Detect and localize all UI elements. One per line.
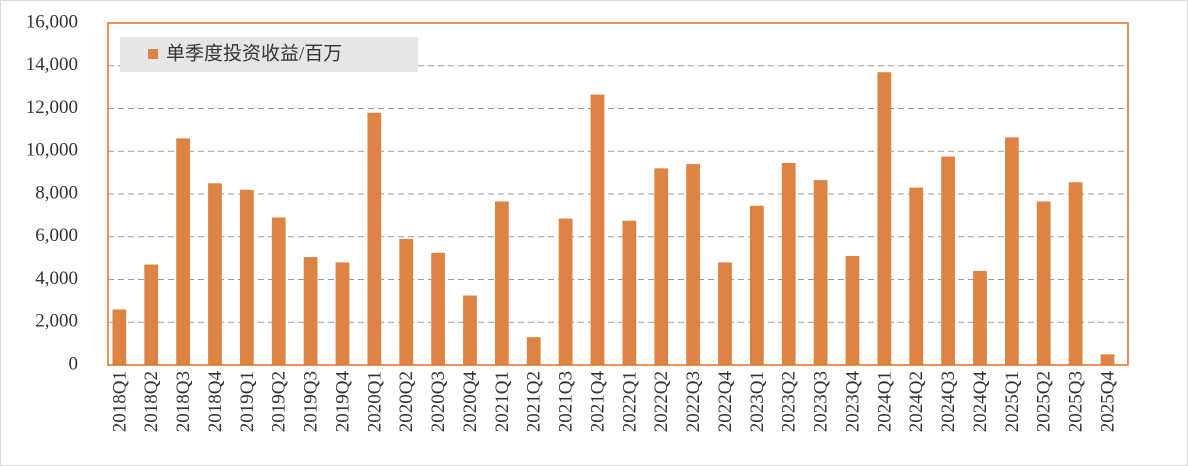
legend-swatch	[148, 49, 158, 59]
x-tick-label: 2019Q3	[301, 371, 322, 432]
bar	[431, 252, 445, 365]
bar	[463, 295, 477, 365]
x-tick-label: 2024Q2	[906, 371, 927, 432]
x-tick-label: 2020Q3	[428, 371, 449, 432]
x-tick-label: 2024Q1	[874, 371, 895, 432]
x-tick-label: 2018Q4	[205, 371, 226, 433]
bar	[1100, 354, 1115, 365]
x-tick-label: 2023Q3	[811, 371, 832, 432]
legend-label: 单季度投资收益/百万	[166, 42, 342, 64]
x-tick-label: 2022Q2	[651, 371, 672, 432]
y-tick-label: 4,000	[35, 268, 78, 289]
y-tick-label: 8,000	[35, 182, 78, 203]
y-tick-label: 16,000	[26, 11, 78, 32]
y-tick-label: 6,000	[35, 225, 78, 246]
x-tick-label: 2019Q4	[332, 371, 353, 433]
bar	[941, 156, 955, 365]
y-tick-label: 12,000	[26, 97, 78, 118]
x-tick-label: 2021Q2	[524, 371, 545, 432]
bar	[526, 337, 541, 365]
bar	[718, 262, 732, 365]
bar	[781, 163, 796, 365]
bar	[271, 217, 286, 365]
x-tick-label: 2025Q4	[1097, 371, 1118, 433]
x-tick-label: 2024Q3	[938, 371, 959, 432]
bar	[367, 112, 382, 366]
bar	[239, 189, 254, 365]
x-tick-label: 2024Q4	[970, 371, 991, 433]
x-tick-label: 2021Q3	[556, 371, 577, 432]
bar	[622, 220, 637, 365]
x-tick-label: 2023Q2	[779, 371, 800, 432]
x-tick-label: 2021Q1	[492, 371, 513, 432]
x-tick-label: 2020Q2	[396, 371, 417, 432]
x-tick-label: 2021Q4	[587, 371, 608, 433]
x-tick-label: 2025Q2	[1034, 371, 1055, 432]
x-tick-label: 2023Q1	[747, 371, 768, 432]
bar	[686, 164, 700, 365]
y-tick-label: 14,000	[26, 54, 78, 75]
x-tick-label: 2022Q1	[619, 371, 640, 432]
bar	[845, 255, 860, 365]
bar	[176, 138, 190, 365]
y-tick-label: 0	[69, 353, 79, 374]
x-tick-label: 2020Q1	[364, 371, 385, 432]
bar	[877, 72, 892, 365]
x-tick-label: 2022Q3	[683, 371, 704, 432]
plot-frame	[107, 22, 1129, 366]
y-tick-label: 10,000	[26, 140, 78, 161]
x-tick-label: 2025Q3	[1066, 371, 1087, 432]
bar	[749, 205, 764, 365]
bar	[1036, 201, 1051, 365]
bar	[208, 183, 222, 365]
bar	[399, 238, 414, 365]
x-tick-label: 2020Q4	[460, 371, 481, 433]
bar	[144, 264, 159, 365]
bar	[654, 168, 669, 365]
bar	[1068, 182, 1083, 365]
y-tick-label: 2,000	[35, 311, 78, 332]
bar	[909, 187, 924, 365]
bar	[112, 309, 127, 365]
x-tick-label: 2018Q2	[141, 371, 162, 432]
x-tick-label: 2019Q1	[237, 371, 258, 432]
bar	[303, 257, 318, 365]
bar	[973, 270, 987, 365]
bar	[813, 180, 828, 365]
legend-box	[120, 37, 418, 72]
bar	[494, 201, 509, 365]
x-tick-label: 2019Q2	[269, 371, 290, 432]
x-tick-label: 2018Q3	[173, 371, 194, 432]
bar	[335, 262, 350, 365]
bar	[558, 218, 573, 365]
bar	[1004, 137, 1019, 365]
x-tick-label: 2023Q4	[842, 371, 863, 433]
bar	[590, 94, 605, 365]
x-tick-label: 2025Q1	[1002, 371, 1023, 432]
x-tick-label: 2018Q1	[109, 371, 130, 432]
x-tick-label: 2022Q4	[715, 371, 736, 433]
